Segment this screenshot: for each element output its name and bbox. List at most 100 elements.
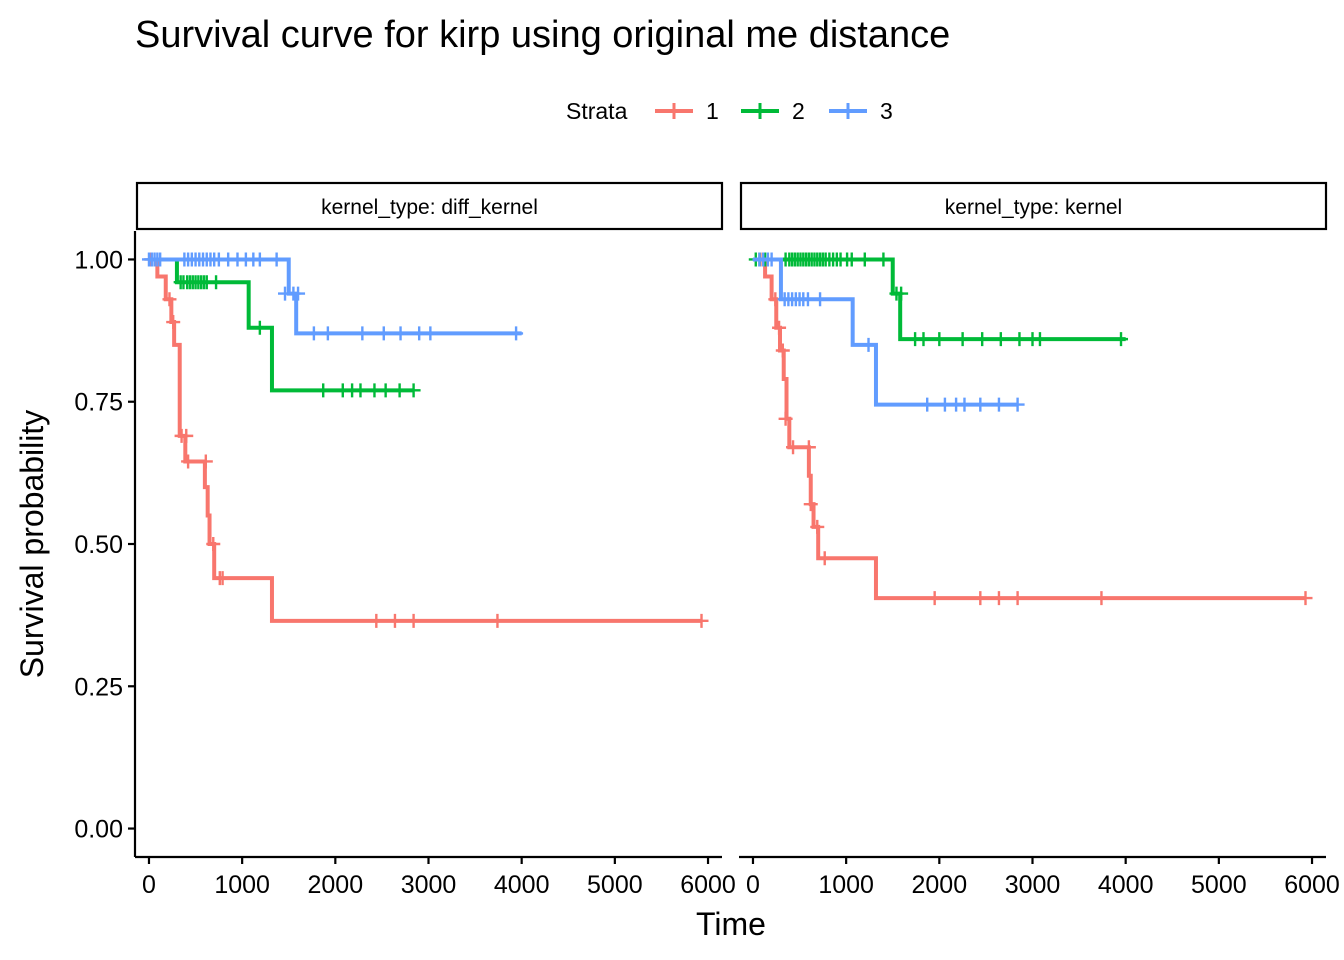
censor-mark [490,613,505,628]
censor-mark [209,275,224,290]
censor-mark [786,440,801,455]
y-axis: 0.00 0.25 0.50 0.75 1.00 [74,231,137,857]
censor-mark [955,332,970,347]
censor-mark [509,326,524,341]
censor-mark [392,383,407,398]
censor-mark [1012,332,1027,347]
series-2 [748,252,1129,347]
x-tick-label: 1000 [818,871,874,899]
censor-mark [813,292,828,307]
censor-mark [316,383,331,398]
censor-mark [181,454,196,469]
censor-mark [378,383,393,398]
x-tick-label: 4000 [1098,871,1154,899]
x-tick-label: 2000 [912,871,968,899]
legend-title: Strata [566,98,628,124]
censor-mark [252,320,267,335]
censor-mark [406,613,421,628]
censor-mark [393,326,408,341]
x-tick-label: 4000 [494,871,550,899]
series-3 [141,252,524,341]
censor-mark [764,252,779,267]
x-tick-label: 3000 [1005,871,1061,899]
survival-curve-1 [752,257,1306,601]
censor-mark [817,551,832,566]
censor-mark [801,440,816,455]
x-tick-label: 6000 [680,871,736,899]
censor-mark [320,326,335,341]
x-tick-label: 0 [142,871,156,899]
x-tick-label: 0 [746,871,760,899]
censor-mark [1094,591,1109,606]
legend-label: 1 [706,98,719,124]
legend-label: 2 [792,98,805,124]
censor-mark [1298,591,1313,606]
censor-mark [215,571,230,586]
survival-curve-2 [148,257,414,393]
censor-mark [778,411,793,426]
censor-mark [353,383,368,398]
panel-strip-box [135,181,724,231]
censor-mark [894,286,909,301]
survival-curve-1 [148,257,702,623]
censor-mark [844,252,859,267]
chart-title: Survival curve for kirp using original m… [135,14,950,56]
censor-mark [932,332,947,347]
censor-mark [1032,332,1047,347]
censor-mark [857,252,872,267]
y-tick-label: 0.25 [74,673,123,701]
censor-mark [991,591,1006,606]
censor-mark [920,397,935,412]
x-tick-label: 6000 [1284,871,1340,899]
x-tick-label: 5000 [1191,871,1247,899]
censor-mark [916,332,931,347]
censor-mark [376,326,391,341]
censor-mark [803,497,818,512]
x-tick-label: 5000 [587,871,643,899]
censor-mark [206,537,221,551]
censor-mark [973,591,988,606]
censor-mark [269,252,284,267]
panel-diff-kernel: kernel_type: diff_kernel [135,181,724,628]
x-axis-left: 0 1000 2000 3000 4000 5000 6000 [135,855,736,899]
censor-mark [993,332,1008,347]
censor-mark [876,252,891,267]
panel-strip-label: kernel_type: diff_kernel [321,196,538,219]
legend-item-3: 3 [829,98,893,124]
censor-mark [166,315,181,330]
censor-mark [406,383,421,398]
censor-mark [991,397,1006,412]
censor-mark [810,519,825,534]
y-tick-label: 1.00 [74,246,123,274]
censor-mark [1010,591,1025,606]
censor-mark [355,326,370,341]
censor-mark [291,286,306,301]
censor-mark [369,613,384,628]
censor-mark [957,397,972,412]
legend-label: 3 [880,98,893,124]
censor-mark [387,613,402,628]
censor-mark [162,292,177,307]
censor-mark [179,428,194,443]
series-2 [148,257,421,398]
censor-mark [1114,332,1129,347]
censor-mark [1010,397,1025,412]
y-axis-title: Survival probability [14,410,50,679]
y-tick-label: 0.00 [74,816,123,844]
panel-kernel: kernel_type: kernel [739,181,1328,606]
censor-mark [927,591,942,606]
censor-mark [252,252,267,267]
censor-mark [198,454,213,469]
series-3 [752,252,1025,412]
survival-curve-3 [752,257,1018,407]
y-tick-label: 0.50 [74,531,123,559]
censor-mark [861,337,876,352]
censor-mark [975,332,990,347]
series-1 [143,252,709,628]
survival-curve-3 [148,257,522,336]
panel-strip-label: kernel_type: kernel [945,196,1122,219]
censor-mark [423,326,438,341]
censor-mark [775,343,790,358]
censor-mark [306,326,321,341]
